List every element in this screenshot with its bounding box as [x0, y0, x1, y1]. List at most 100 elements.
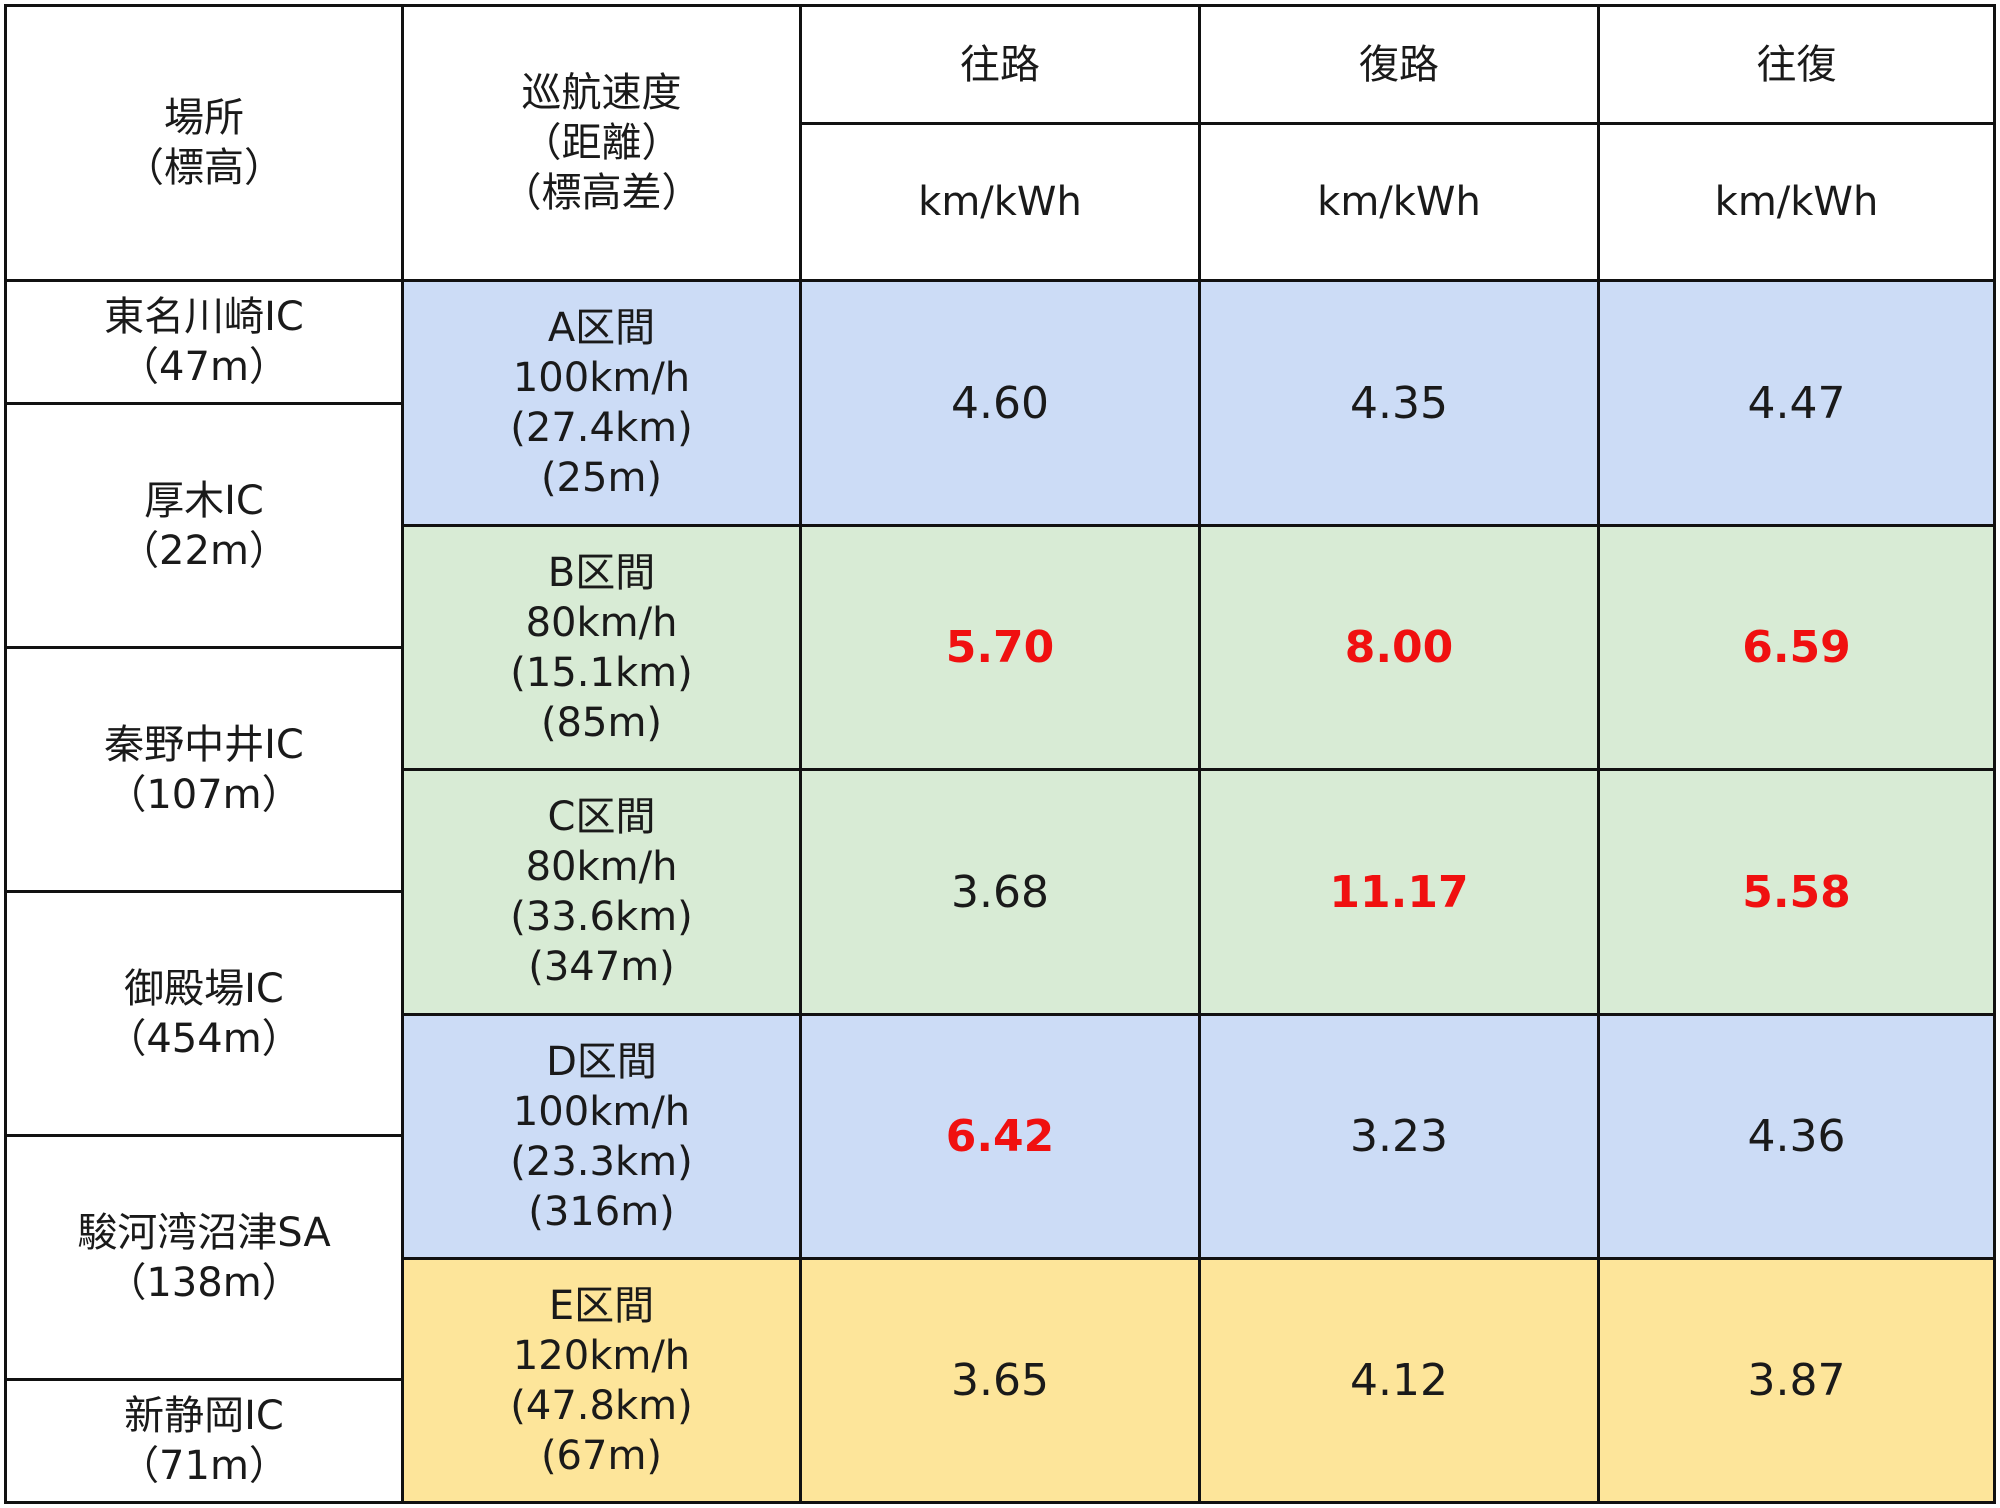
- segment-c-round: 5.58: [1599, 770, 1994, 1014]
- location-elevation: （454m）: [106, 1015, 302, 1062]
- segment-a-return: 4.35: [1200, 281, 1598, 525]
- border-top: [4, 4, 1996, 7]
- header-speed: 巡航速度 （距離） （標高差）: [403, 6, 800, 280]
- value-return: 3.23: [1350, 1111, 1448, 1162]
- location-elevation: （138m）: [106, 1259, 302, 1306]
- segment-e-return: 4.12: [1200, 1259, 1598, 1502]
- location-elevation: （71m）: [119, 1443, 289, 1489]
- border-right: [1993, 4, 1996, 1504]
- segment-b-outbound: 5.70: [801, 526, 1199, 769]
- value-round: 4.47: [1747, 377, 1846, 429]
- col-divider: [1198, 4, 1201, 1504]
- location-name: 御殿場IC: [124, 965, 284, 1012]
- unit-outbound-label: km/kWh: [918, 179, 1082, 225]
- row-divider: [4, 1134, 404, 1137]
- segment-distance: (27.4km): [510, 405, 693, 451]
- location-1: 厚木IC （22m）: [6, 404, 402, 647]
- row-divider: [401, 1013, 1996, 1016]
- header-place-sub: （標高）: [124, 145, 284, 191]
- header-divider: [799, 122, 1996, 125]
- segment-d-return: 3.23: [1200, 1015, 1598, 1258]
- segment-d-outbound: 6.42: [801, 1015, 1199, 1258]
- value-round: 3.87: [1747, 1355, 1846, 1406]
- segment-d-speed: D区間 100km/h (23.3km) (316m): [403, 1015, 800, 1258]
- segment-label: D区間: [546, 1038, 657, 1085]
- location-5: 新静岡IC （71m）: [6, 1380, 402, 1502]
- value-return: 4.12: [1350, 1355, 1448, 1406]
- value-return: 11.17: [1329, 866, 1469, 918]
- segment-distance: (33.6km): [510, 894, 693, 940]
- location-elevation: （107m）: [106, 771, 302, 818]
- location-4: 駿河湾沼津SA （138m）: [6, 1136, 402, 1379]
- value-round: 4.36: [1747, 1111, 1846, 1162]
- segment-distance: (23.3km): [510, 1138, 693, 1185]
- header-round-label: 往復: [1756, 41, 1837, 88]
- segment-speed: 120km/h: [512, 1332, 691, 1379]
- border-bottom: [4, 1501, 1996, 1504]
- segment-b-return: 8.00: [1200, 526, 1598, 769]
- segment-c-speed: C区間 80km/h (33.6km) (347m): [403, 770, 800, 1014]
- location-elevation: （47m）: [119, 344, 289, 390]
- unit-return: km/kWh: [1200, 124, 1598, 280]
- value-round: 5.58: [1742, 866, 1851, 918]
- location-2: 秦野中井IC （107m）: [6, 648, 402, 891]
- col-divider: [1597, 4, 1600, 1504]
- unit-outbound: km/kWh: [801, 124, 1199, 280]
- segment-a-speed: A区間 100km/h (27.4km) (25m): [403, 281, 800, 525]
- segment-e-outbound: 3.65: [801, 1259, 1199, 1502]
- unit-return-label: km/kWh: [1317, 179, 1481, 225]
- header-return: 復路: [1200, 6, 1598, 123]
- header-place: 場所 （標高）: [6, 6, 402, 280]
- segment-a-round: 4.47: [1599, 281, 1994, 525]
- segment-label: C区間: [547, 794, 656, 840]
- segment-speed: 80km/h: [525, 599, 678, 646]
- header-speed-distance: （距離）: [521, 120, 682, 166]
- value-outbound: 3.65: [951, 1355, 1049, 1406]
- segment-label: A区間: [547, 305, 656, 351]
- header-outbound: 往路: [801, 6, 1199, 123]
- unit-round-label: km/kWh: [1714, 179, 1879, 225]
- location-3: 御殿場IC （454m）: [6, 892, 402, 1135]
- segment-a-outbound: 4.60: [801, 281, 1199, 525]
- segment-elevation: (347m): [528, 944, 675, 990]
- header-speed-elevation: （標高差）: [501, 170, 702, 216]
- segment-elevation: (316m): [528, 1188, 675, 1235]
- segment-c-outbound: 3.68: [801, 770, 1199, 1014]
- segment-e-round: 3.87: [1599, 1259, 1994, 1502]
- header-return-label: 復路: [1359, 41, 1439, 88]
- col-divider: [799, 4, 802, 1504]
- segment-label: E区間: [548, 1282, 655, 1329]
- segment-b-round: 6.59: [1599, 526, 1994, 769]
- segment-elevation: (85m): [540, 699, 663, 746]
- segment-c-return: 11.17: [1200, 770, 1598, 1014]
- segment-d-round: 4.36: [1599, 1015, 1994, 1258]
- header-outbound-label: 往路: [960, 41, 1040, 88]
- segment-b-speed: B区間 80km/h (15.1km) (85m): [403, 526, 800, 769]
- segment-speed: 100km/h: [512, 355, 691, 401]
- segment-e-speed: E区間 120km/h (47.8km) (67m): [403, 1259, 800, 1502]
- segment-distance: (15.1km): [510, 649, 693, 696]
- location-name: 駿河湾沼津SA: [77, 1209, 331, 1256]
- location-name: 新静岡IC: [124, 1393, 284, 1439]
- row-divider: [401, 524, 1996, 527]
- row-divider: [4, 402, 404, 405]
- col-divider: [401, 4, 404, 1504]
- segment-elevation: (67m): [540, 1432, 663, 1479]
- border-left: [4, 4, 7, 1504]
- value-return: 4.35: [1350, 377, 1448, 429]
- location-name: 秦野中井IC: [104, 721, 304, 768]
- row-divider: [4, 890, 404, 893]
- segment-label: B区間: [547, 549, 656, 596]
- value-outbound: 3.68: [951, 866, 1049, 918]
- location-name: 厚木IC: [144, 477, 264, 524]
- row-divider: [401, 768, 1996, 771]
- header-round: 往復: [1599, 6, 1994, 123]
- location-0: 東名川崎IC （47m）: [6, 281, 402, 403]
- value-outbound: 4.60: [951, 377, 1049, 429]
- header-speed-title: 巡航速度: [521, 70, 682, 116]
- unit-round: km/kWh: [1599, 124, 1994, 280]
- location-name: 東名川崎IC: [104, 294, 304, 340]
- segment-distance: (47.8km): [510, 1382, 693, 1429]
- segment-speed: 100km/h: [512, 1088, 691, 1135]
